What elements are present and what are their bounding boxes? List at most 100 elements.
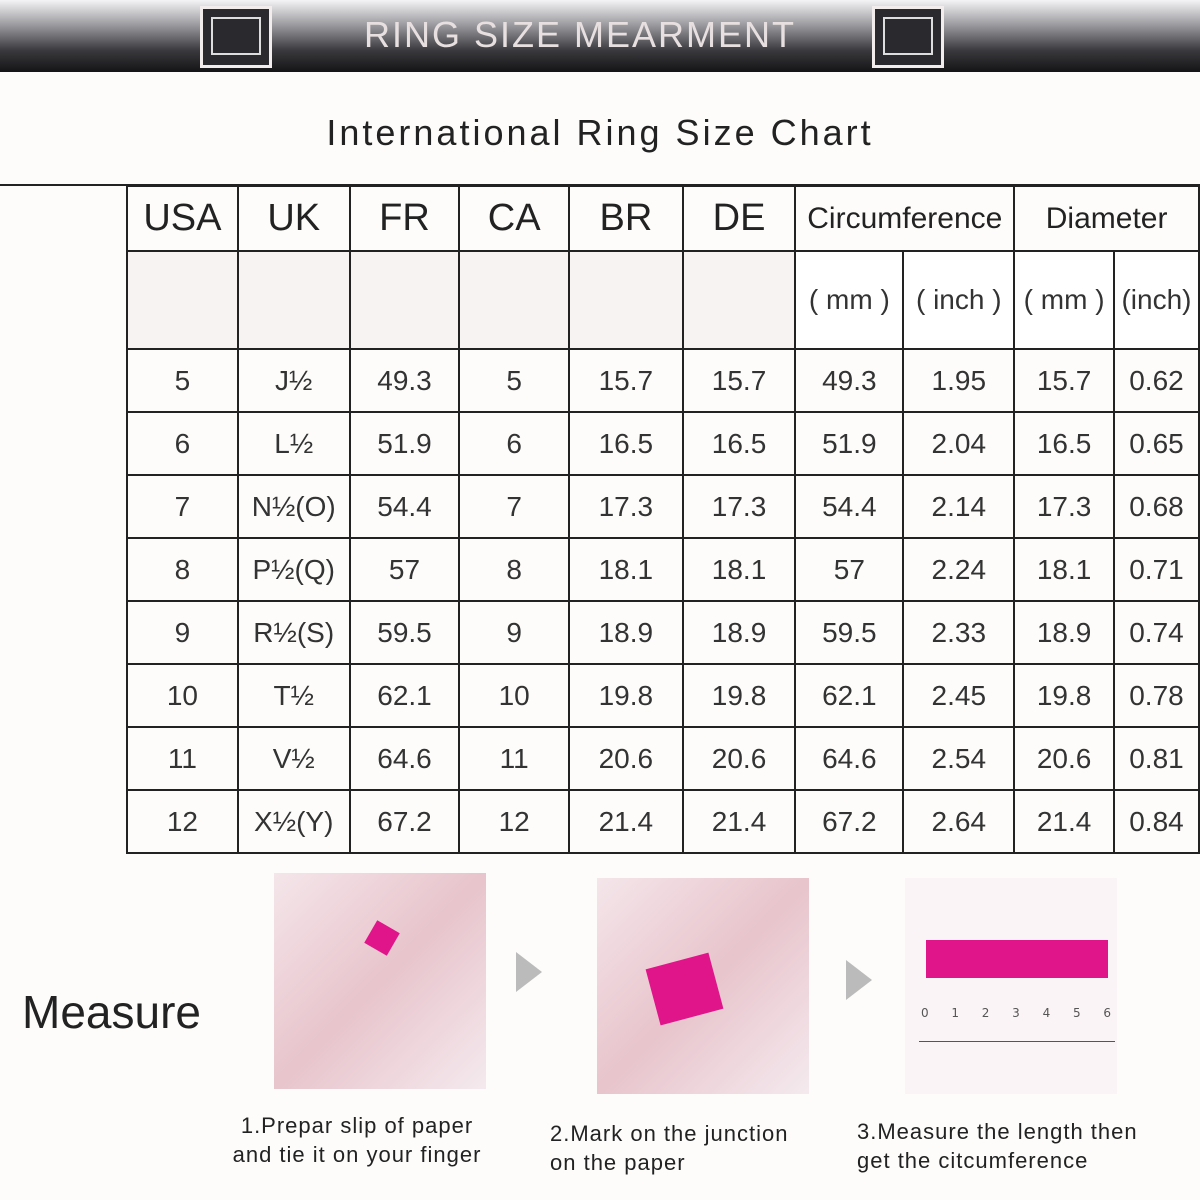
step-2-line2: on the paper [550,1150,686,1175]
table-cell: 54.4 [794,474,905,539]
table-cell: 62.1 [794,663,905,728]
header-diameter: Diameter [1013,185,1200,252]
table-cell: L½ [236,411,351,476]
table-cell: 20.6 [681,726,797,791]
table-cell: 64.6 [348,726,461,791]
header-fr: FR [348,185,461,252]
table-cell: 0.65 [1112,411,1200,476]
step-2-line1: 2.Mark on the junction [550,1121,789,1146]
paper-strip [926,940,1108,978]
step-1-line2: and tie it on your finger [232,1142,482,1167]
ruler-number: 0 [921,1006,929,1020]
measure-label: Measure [22,986,201,1038]
table-cell: 62.1 [348,663,461,728]
table-cell: 5 [126,348,239,413]
blank-cell [348,250,461,350]
header-de: DE [681,185,797,252]
table-row: 5 J½ 49.3 5 15.7 15.7 49.3 1.95 15.7 0.62 [126,348,1200,413]
table-cell: 2.14 [902,474,1016,539]
table-cell: 0.81 [1112,726,1200,791]
table-cell: 51.9 [794,411,905,476]
frame-icon [200,6,272,68]
ring-size-table: USA UK FR CA BR DE Circumference Diamete… [126,185,1200,854]
table-cell: 2.24 [902,537,1016,602]
header-circumference: Circumference [794,185,1016,252]
table-cell: 2.64 [902,789,1016,854]
table-cell: 10 [126,663,239,728]
table-cell: 18.1 [1013,537,1115,602]
table-cell: 2.54 [902,726,1016,791]
ruler-photo: 0 1 2 3 4 5 6 [905,878,1117,1094]
step-3-caption: 3.Measure the length then get the citcum… [857,1117,1138,1175]
table-row: 8 P½(Q) 57 8 18.1 18.1 57 2.24 18.1 0.71 [126,537,1200,602]
units-row: ( mm ) ( inch ) ( mm ) (inch) [126,250,1200,350]
header-usa: USA [126,185,239,252]
table-cell: 18.1 [568,537,684,602]
table-row: 7 N½(O) 54.4 7 17.3 17.3 54.4 2.14 17.3 0.68 [126,474,1200,539]
table-cell: 5 [458,348,571,413]
table-cell: 11 [458,726,571,791]
finger-paper-photo [274,873,486,1089]
unit-dia-inch: (inch) [1112,250,1200,350]
table-row: 10 T½ 62.1 10 19.8 19.8 62.1 2.45 19.8 0.78 [126,663,1200,728]
table-cell: 15.7 [568,348,684,413]
table-cell: N½(O) [236,474,351,539]
table-cell: 16.5 [1013,411,1115,476]
table-cell: 2.33 [902,600,1016,665]
table-cell: 18.9 [568,600,684,665]
table-cell: 6 [458,411,571,476]
unit-circ-mm: ( mm ) [794,250,905,350]
table-cell: 18.1 [681,537,797,602]
table-cell: J½ [236,348,351,413]
table-cell: 21.4 [1013,789,1115,854]
step-3-line2: get the citcumference [857,1148,1089,1173]
table-cell: 49.3 [348,348,461,413]
header-br: BR [568,185,684,252]
table-cell: 11 [126,726,239,791]
ruler-number: 6 [1103,1006,1111,1020]
table-cell: 57 [794,537,905,602]
blank-cell [681,250,797,350]
table-cell: 0.71 [1112,537,1200,602]
table-cell: 17.3 [568,474,684,539]
table-cell: R½(S) [236,600,351,665]
arrow-right-icon [846,960,872,1000]
frame-icon [872,6,944,68]
table-cell: 19.8 [681,663,797,728]
step-2-caption: 2.Mark on the junction on the paper [550,1119,788,1177]
table-cell: 0.78 [1112,663,1200,728]
header-row: USA UK FR CA BR DE Circumference Diamete… [126,185,1200,252]
table-cell: 67.2 [348,789,461,854]
table-cell: 19.8 [1013,663,1115,728]
table-cell: 17.3 [1013,474,1115,539]
ruler-number: 2 [981,1006,990,1020]
table-cell: 2.45 [902,663,1016,728]
table-row: 9 R½(S) 59.5 9 18.9 18.9 59.5 2.33 18.9 0.74 [126,600,1200,665]
step-1-caption: 1.Prepar slip of paper and tie it on you… [207,1111,507,1169]
banner-title: RING SIZE MEARMENT [363,14,797,55]
table-cell: 7 [458,474,571,539]
marking-photo [597,878,809,1094]
table-cell: 57 [348,537,461,602]
table-cell: 16.5 [568,411,684,476]
table-row: 6 L½ 51.9 6 16.5 16.5 51.9 2.04 16.5 0.65 [126,411,1200,476]
header-uk: UK [236,185,351,252]
table-cell: 19.8 [568,663,684,728]
table-cell: 16.5 [681,411,797,476]
table-cell: 51.9 [348,411,461,476]
table-cell: 21.4 [568,789,684,854]
page-title: International Ring Size Chart [326,112,874,153]
table-cell: 9 [458,600,571,665]
table-cell: 1.95 [902,348,1016,413]
table-cell: 64.6 [794,726,905,791]
table-cell: 20.6 [1013,726,1115,791]
table-cell: 8 [126,537,239,602]
table-cell: 6 [126,411,239,476]
ruler-line [919,1041,1115,1042]
table-cell: 15.7 [1013,348,1115,413]
table-cell: 21.4 [681,789,797,854]
arrow-right-icon [516,952,542,992]
ruler-scale: 0 1 2 3 4 5 6 [921,1006,1111,1020]
table-cell: V½ [236,726,351,791]
banner: RING SIZE MEARMENT [0,0,1200,72]
